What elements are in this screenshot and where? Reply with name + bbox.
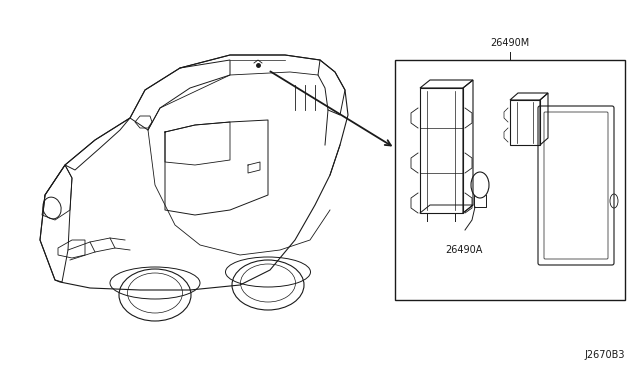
- Text: 26490A: 26490A: [445, 245, 483, 255]
- Bar: [395, 60, 625, 300]
- Text: J2670B3: J2670B3: [584, 350, 625, 360]
- Text: 26490M: 26490M: [490, 38, 530, 48]
